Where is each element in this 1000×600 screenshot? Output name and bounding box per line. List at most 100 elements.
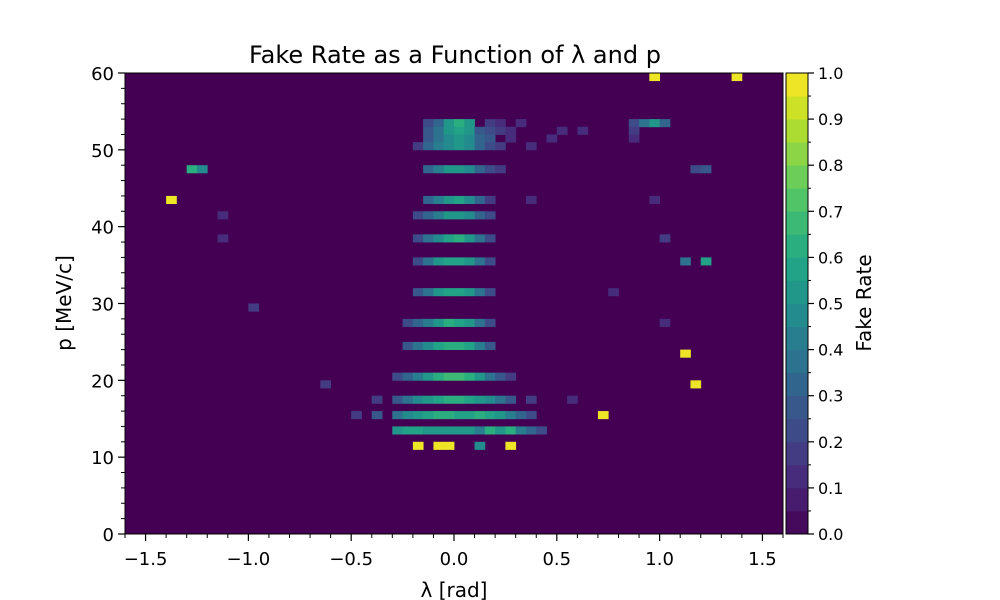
heatmap-cell bbox=[546, 134, 558, 143]
heatmap-cell bbox=[505, 372, 517, 381]
heatmap-cell bbox=[412, 211, 424, 220]
heatmap-cell bbox=[454, 119, 465, 128]
y-tick-label: 50 bbox=[91, 141, 114, 162]
heatmap-cell bbox=[659, 234, 671, 243]
heatmap-cell bbox=[464, 426, 475, 435]
heatmap-cell bbox=[217, 234, 229, 243]
colorbar-level bbox=[786, 234, 808, 258]
heatmap-cell bbox=[402, 426, 414, 435]
colorbar-level bbox=[786, 96, 808, 120]
heatmap-cell bbox=[464, 341, 475, 350]
heatmap-cell bbox=[484, 126, 496, 135]
heatmap-cell bbox=[495, 126, 506, 135]
y-tick-label: 20 bbox=[91, 371, 114, 392]
heatmap-cell bbox=[443, 341, 455, 350]
heatmap-cell bbox=[454, 395, 465, 404]
colorbar-level bbox=[786, 395, 808, 420]
heatmap-cell bbox=[443, 288, 455, 297]
colorbar-tick-label: 1.0 bbox=[818, 64, 843, 83]
colorbar-tick-label: 0.4 bbox=[818, 341, 843, 360]
heatmap-cell bbox=[433, 411, 445, 420]
colorbar-level bbox=[786, 510, 808, 535]
heatmap-cell bbox=[423, 134, 434, 143]
heatmap-cell bbox=[443, 395, 455, 404]
heatmap-cell bbox=[402, 411, 414, 420]
heatmap-cell bbox=[474, 195, 486, 205]
heatmap-cell bbox=[433, 341, 445, 350]
heatmap-cell bbox=[196, 165, 208, 174]
heatmap-cell bbox=[423, 211, 434, 220]
heatmap-cells bbox=[166, 73, 743, 450]
heatmap-cell bbox=[474, 288, 486, 297]
heatmap-cell bbox=[443, 372, 455, 381]
chart-title: Fake Rate as a Function of λ and p bbox=[249, 41, 661, 69]
heatmap-cell bbox=[454, 195, 465, 205]
heatmap-cell bbox=[443, 119, 455, 128]
heatmap-cell bbox=[495, 411, 506, 420]
heatmap-cell bbox=[525, 142, 537, 151]
heatmap-cell bbox=[495, 165, 506, 174]
heatmap-cell bbox=[433, 426, 445, 435]
heatmap-cell bbox=[454, 426, 465, 435]
colorbar-tick-label: 0.8 bbox=[818, 156, 843, 175]
heatmap-cell bbox=[464, 411, 475, 420]
colorbar-level bbox=[786, 211, 808, 235]
heatmap-cell bbox=[659, 318, 671, 327]
heatmap-cell bbox=[433, 126, 445, 135]
heatmap-cell bbox=[505, 411, 517, 420]
colorbar-tick-label: 0.5 bbox=[818, 295, 843, 314]
heatmap-cell bbox=[412, 372, 424, 381]
heatmap-cell bbox=[474, 318, 486, 327]
x-tick-label: −1.0 bbox=[227, 549, 271, 570]
heatmap-cell bbox=[484, 288, 496, 297]
colorbar-tick-label: 0.2 bbox=[818, 433, 843, 452]
heatmap-cell bbox=[186, 165, 198, 174]
heatmap-cell bbox=[649, 195, 661, 205]
heatmap-cell bbox=[443, 426, 455, 435]
heatmap-cell bbox=[433, 372, 445, 381]
heatmap-cell bbox=[659, 119, 671, 128]
heatmap-cell bbox=[423, 165, 434, 174]
heatmap-cell bbox=[464, 211, 475, 220]
x-axis-label: λ [rad] bbox=[421, 578, 488, 600]
heatmap-cell bbox=[248, 303, 260, 312]
heatmap-cell bbox=[433, 395, 445, 404]
heatmap-cell bbox=[454, 411, 465, 420]
colorbar-tick-label: 0.6 bbox=[818, 248, 843, 267]
y-tick-label: 60 bbox=[91, 64, 114, 85]
colorbar-level bbox=[786, 280, 808, 304]
colorbar-level bbox=[786, 464, 808, 489]
heatmap-cell bbox=[484, 395, 496, 404]
heatmap-cell bbox=[464, 234, 475, 243]
colorbar-level bbox=[786, 73, 808, 97]
heatmap-cell bbox=[484, 119, 496, 128]
heatmap-cell bbox=[484, 165, 496, 174]
heatmap-cell bbox=[371, 411, 383, 420]
heatmap-cell bbox=[412, 441, 424, 450]
colorbar-level bbox=[786, 142, 808, 166]
heatmap-cell bbox=[474, 165, 486, 174]
heatmap-cell bbox=[443, 211, 455, 220]
heatmap-cell bbox=[443, 165, 455, 174]
heatmap-cell bbox=[536, 426, 547, 435]
heatmap-cell bbox=[700, 257, 712, 266]
heatmap-cell bbox=[628, 126, 640, 135]
heatmap-cell bbox=[484, 341, 496, 350]
y-tick-label: 10 bbox=[91, 448, 114, 469]
heatmap-cell bbox=[474, 441, 486, 450]
heatmap-cell bbox=[423, 257, 434, 266]
heatmap-cell bbox=[320, 380, 332, 389]
heatmap-cell bbox=[433, 288, 445, 297]
heatmap-cell bbox=[166, 195, 177, 205]
colorbar-tick-label: 0.7 bbox=[818, 202, 843, 221]
heatmap-cell bbox=[454, 234, 465, 243]
heatmap-cell bbox=[454, 126, 465, 135]
heatmap-cell bbox=[423, 142, 434, 151]
heatmap-cell bbox=[423, 234, 434, 243]
heatmap-cell bbox=[443, 142, 455, 151]
heatmap-cell bbox=[505, 426, 517, 435]
heatmap-cell bbox=[649, 73, 661, 82]
heatmap-cell bbox=[639, 119, 650, 128]
heatmap-cell bbox=[690, 380, 702, 389]
heatmap-cell bbox=[443, 441, 455, 450]
